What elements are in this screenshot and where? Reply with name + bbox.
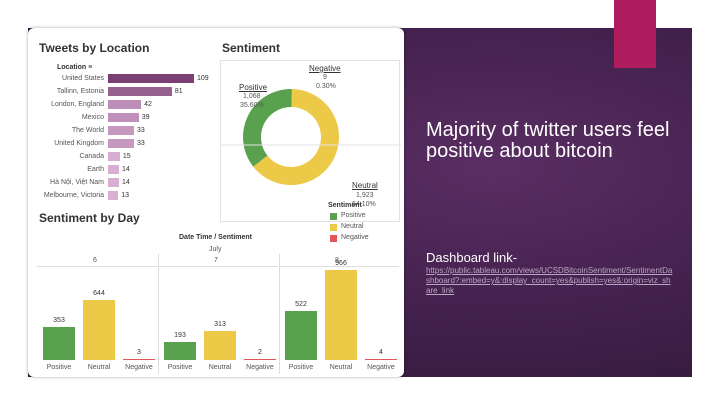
sentiment-donut-card: Negative 9 0.30% Positive 1,068 35.60% N… — [220, 60, 401, 222]
day-category-label: Positive — [46, 364, 72, 371]
day-divider — [279, 254, 280, 374]
legend-label: Neutral — [341, 223, 364, 230]
day-bar-neutral[interactable] — [204, 330, 236, 360]
positive-count: 1,068 — [243, 93, 261, 100]
day-bar-negative[interactable] — [365, 359, 397, 360]
location-label: Tallinn, Estonia — [56, 88, 104, 95]
location-label: Mexico — [81, 114, 104, 121]
day-bar-neutral[interactable] — [325, 270, 357, 360]
day-bar-value: 2 — [258, 349, 262, 356]
neutral-label: Neutral — [352, 181, 378, 190]
legend-swatch[interactable] — [330, 213, 337, 220]
day-bar-value: 353 — [53, 317, 65, 325]
day-category-label: Negative — [125, 364, 153, 371]
day-bar-positive[interactable] — [164, 342, 196, 360]
negative-count: 9 — [323, 74, 327, 81]
location-value: 33 — [137, 127, 145, 134]
location-value: 42 — [144, 101, 152, 108]
location-label: Earth — [87, 166, 104, 173]
day-bar-value: 313 — [214, 320, 226, 328]
sentiment-donut — [221, 89, 401, 185]
neutral-pct: 64.10% — [352, 201, 376, 208]
location-label: The World — [71, 127, 104, 134]
location-bar[interactable] — [108, 191, 119, 200]
day-bar-neutral[interactable] — [83, 300, 115, 360]
location-value: 109 — [197, 75, 209, 82]
day-chart-header: Date Time / Sentiment — [179, 234, 253, 241]
location-column-header[interactable]: Location ≡ — [57, 64, 93, 71]
donut-slice-positive[interactable] — [243, 89, 291, 167]
day-category-label: Negative — [367, 364, 395, 371]
location-bar[interactable] — [108, 178, 120, 187]
location-value: 13 — [121, 192, 130, 199]
legend-title: Sentiment — [328, 202, 362, 209]
dashboard-link[interactable]: https://public.tableau.com/views/UCSDBit… — [426, 266, 673, 295]
month-label: July — [209, 246, 222, 253]
legend-label: Negative — [341, 234, 369, 241]
day-chart-title: Sentiment by Day — [39, 211, 140, 225]
day-label: 6 — [93, 257, 97, 264]
location-bar[interactable] — [108, 113, 139, 122]
location-value: 39 — [141, 114, 150, 121]
location-value: 15 — [122, 153, 131, 160]
day-header-line — [37, 266, 157, 267]
day-header-line — [279, 266, 399, 267]
location-value: 14 — [122, 179, 130, 186]
dashboard-image: Tweets by Location Location ≡ United Sta… — [28, 28, 404, 377]
day-bar-positive[interactable] — [285, 311, 317, 360]
legend-swatch[interactable] — [330, 224, 337, 231]
positive-label: Positive — [239, 83, 268, 92]
sort-icon[interactable]: ≡ — [88, 64, 93, 71]
day-category-label: Positive — [288, 364, 314, 371]
day-bar-value: 644 — [93, 290, 105, 297]
day-bar-negative[interactable] — [123, 359, 155, 360]
location-bar[interactable] — [108, 74, 194, 83]
day-header-line — [158, 266, 278, 267]
location-bar[interactable] — [108, 152, 120, 161]
day-bar-value: 966 — [335, 260, 347, 267]
day-bar-value: 4 — [379, 349, 383, 356]
day-bar-value: 3 — [137, 349, 141, 356]
location-label: Melbourne, Victoria — [43, 192, 104, 199]
negative-pct: 0.30% — [316, 83, 336, 90]
legend-label: Positive — [341, 212, 366, 219]
location-bar[interactable] — [108, 139, 135, 148]
day-divider — [158, 254, 159, 374]
location-label: Canada — [79, 153, 104, 160]
day-label: 8 — [335, 257, 339, 264]
day-bar-positive[interactable] — [43, 327, 75, 360]
location-label: London, England — [51, 101, 104, 108]
negative-label: Negative — [309, 64, 341, 73]
location-label: Hà Nội, Việt Nam — [50, 179, 104, 186]
day-category-label: Neutral — [329, 364, 353, 371]
positive-pct: 35.60% — [240, 102, 264, 109]
donut-slice-negative[interactable] — [291, 89, 292, 108]
location-value: 33 — [137, 140, 145, 147]
day-bar-value: 522 — [295, 301, 307, 309]
location-chart-title: Tweets by Location — [39, 41, 150, 55]
location-value: 14 — [122, 166, 130, 173]
accent-tab — [614, 0, 656, 68]
donut-slice-neutral[interactable] — [253, 89, 339, 185]
location-bar[interactable] — [108, 126, 135, 135]
location-label: United Kingdom — [54, 140, 104, 147]
location-label: United States — [61, 75, 104, 82]
day-bar-value: 193 — [174, 332, 186, 340]
location-bar[interactable] — [108, 165, 120, 174]
sentiment-chart-title: Sentiment — [222, 41, 281, 55]
location-bar[interactable] — [108, 100, 142, 109]
neutral-count: 1,923 — [356, 192, 374, 199]
location-bar[interactable] — [108, 87, 172, 96]
day-category-label: Neutral — [87, 364, 111, 371]
dashboard-link-heading: Dashboard link- — [426, 250, 518, 265]
location-value: 81 — [174, 88, 183, 95]
day-category-label: Positive — [167, 364, 193, 371]
legend-swatch[interactable] — [330, 235, 337, 242]
day-bar-negative[interactable] — [244, 359, 276, 360]
slide-heading: Majority of twitter users feel positive … — [426, 119, 670, 162]
day-label: 7 — [214, 257, 218, 264]
day-category-label: Negative — [246, 364, 274, 371]
day-category-label: Neutral — [208, 364, 232, 371]
